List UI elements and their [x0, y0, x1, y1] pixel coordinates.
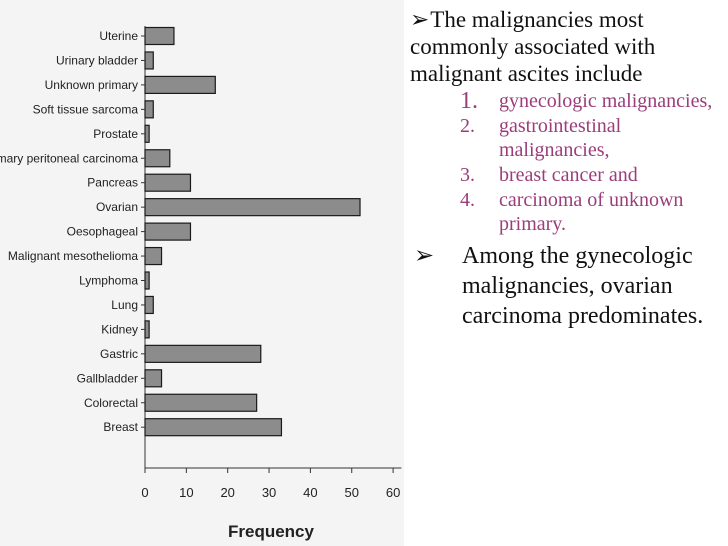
list-item-label: breast cancer and [499, 164, 638, 186]
category-label: Colorectal [84, 396, 138, 410]
list-item-label: carcinoma of unknown primary. [499, 189, 684, 235]
category-label: Gastric [100, 347, 138, 361]
category-label: Breast [103, 420, 138, 434]
x-tick-label: 20 [220, 485, 234, 500]
second-bullet-text: Among the gynecologic malignancies, ovar… [462, 243, 704, 329]
list-item-label: gynecologic malignancies, [499, 90, 713, 112]
arrow-bullet-icon: ➢ [414, 243, 435, 269]
text-panel: ➢The malignancies most commonly associat… [410, 6, 726, 331]
bar [144, 100, 154, 119]
category-label: Unknown primary [45, 78, 138, 92]
category-label: Oesophageal [67, 225, 138, 239]
x-tick-label: 60 [386, 485, 400, 500]
bar [144, 246, 163, 266]
category-label: Gallbladder [77, 371, 138, 385]
bar [144, 173, 192, 192]
bar [144, 344, 262, 363]
bar [144, 369, 163, 388]
arrow-bullet-icon: ➢ [410, 7, 430, 32]
category-label: Soft tissue sarcoma [33, 102, 139, 116]
category-label: Urinary bladder [56, 53, 138, 67]
bar [144, 393, 258, 412]
bar [144, 124, 150, 143]
category-label: Malignant mesothelioma [8, 249, 138, 263]
list-item-label: gastrointestinal malignancies, [499, 115, 622, 161]
category-label: Ovarian [96, 200, 138, 214]
list-item: 3. breast cancer and [410, 163, 726, 187]
list-number: 2. [460, 115, 475, 137]
bar [144, 26, 175, 46]
x-tick-label: 50 [345, 485, 359, 500]
second-bullet: ➢ Among the gynecologic malignancies, ov… [410, 241, 726, 331]
category-label: Prostate [93, 127, 138, 141]
bar [144, 75, 216, 95]
list-number: 1. [460, 88, 478, 114]
chart-panel: Uterine Urinary bladder Unknown primary Sof… [0, 0, 404, 546]
bar [144, 222, 192, 241]
bar [144, 198, 361, 217]
bar-chart: Uterine Urinary bladder Unknown primary Sof… [0, 26, 402, 541]
list-number: 3. [460, 164, 475, 186]
intro-text: The malignancies most commonly associate… [410, 7, 656, 86]
category-label: Primary peritoneal carcinoma [0, 151, 138, 165]
x-tick-label: 0 [141, 485, 148, 500]
category-label: Kidney [101, 322, 138, 336]
list-number: 4. [460, 189, 475, 211]
x-tick-label: 10 [179, 485, 193, 500]
category-label: Uterine [99, 29, 138, 43]
category-label: Pancreas [87, 176, 138, 190]
x-tick-label: 30 [262, 485, 276, 500]
bar [144, 320, 150, 339]
x-tick-label: 40 [303, 485, 317, 500]
bar [144, 295, 154, 315]
list-item: 2. gastrointestinal malignancies, [410, 114, 726, 162]
category-label: Lymphoma [79, 274, 138, 288]
bar [144, 271, 150, 290]
bar [144, 51, 154, 70]
list-item: 4. carcinoma of unknown primary. [410, 188, 726, 236]
bar [144, 418, 283, 437]
list-item: 1. gynecologic malignancies, [410, 89, 726, 113]
bar [144, 149, 171, 168]
category-label: Lung [111, 298, 138, 312]
malignancy-list: 1. gynecologic malignancies, 2. gastroin… [410, 89, 726, 236]
intro-paragraph: ➢The malignancies most commonly associat… [410, 6, 726, 87]
x-axis-title: Frequency [228, 522, 315, 541]
